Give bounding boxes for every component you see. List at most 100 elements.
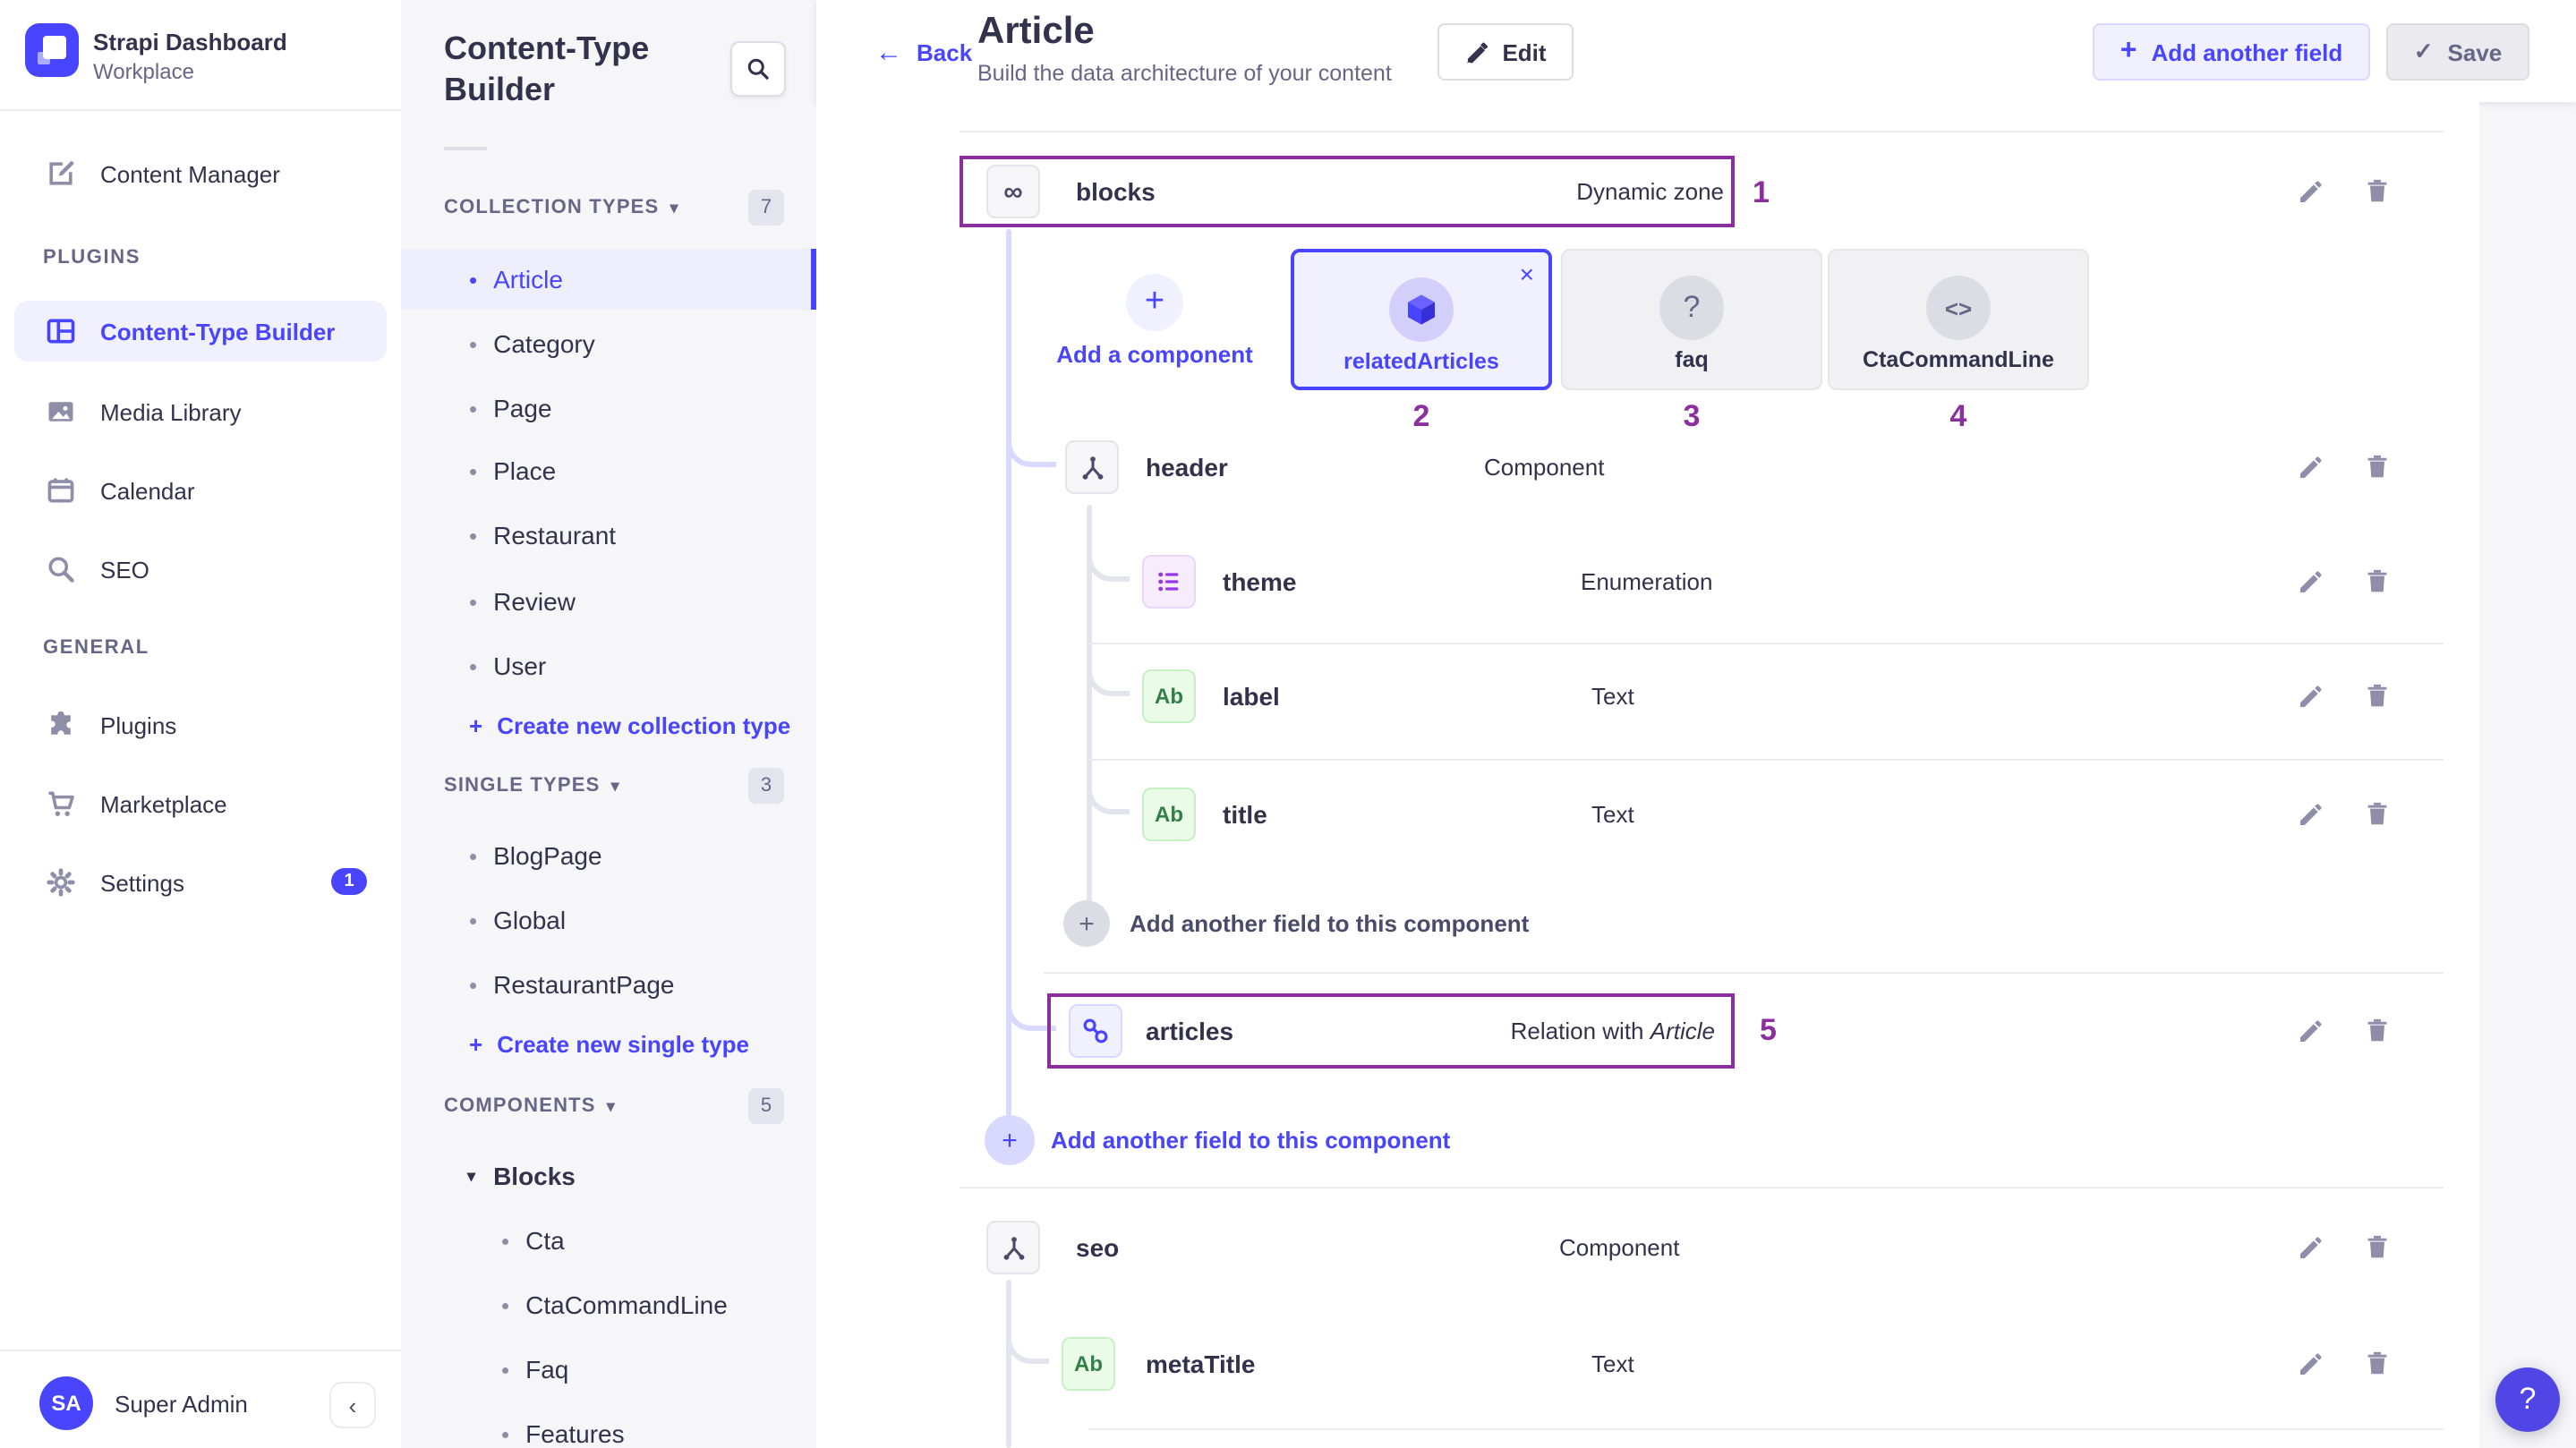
components-header[interactable]: COMPONENTS ▾ (444, 1095, 616, 1117)
field-name-theme: theme (1223, 567, 1297, 596)
component-card-relatedarticles[interactable]: × relatedArticles (1291, 249, 1552, 390)
ab-glyph: Ab (1155, 802, 1183, 827)
bullet-icon: • (469, 588, 478, 615)
divider (1088, 1428, 2444, 1430)
dynamic-zone-icon: ∞ (986, 165, 1040, 218)
sidebar-item-media-library[interactable]: Media Library (14, 385, 387, 439)
sidebar-item-seo[interactable]: SEO (14, 542, 387, 596)
subnav-item-category[interactable]: • Category (401, 322, 816, 365)
back-link[interactable]: ← Back (875, 38, 972, 68)
infinity-glyph: ∞ (1003, 176, 1023, 207)
divider (1088, 759, 2444, 761)
delete-field-icon[interactable] (2363, 1017, 2392, 1045)
magnifier-icon (43, 551, 79, 587)
picture-icon (43, 394, 79, 430)
subnav-item-restaurant[interactable]: • Restaurant (401, 514, 816, 557)
bullet-icon: • (469, 522, 478, 549)
strapi-logo-icon[interactable] (25, 23, 79, 77)
subnav-item-article[interactable]: • Article (401, 249, 816, 310)
page-subtitle: Build the data architecture of your cont… (977, 61, 1392, 86)
divider (1088, 643, 2444, 644)
edit-field-icon[interactable] (2297, 1233, 2325, 1262)
edit-field-icon[interactable] (2297, 1017, 2325, 1045)
tree-elbow (1006, 428, 1056, 467)
delete-field-icon[interactable] (2363, 177, 2392, 206)
annotation-5: 5 (1760, 1013, 1777, 1047)
page-title: Article (977, 11, 1095, 52)
create-collection-type-link[interactable]: + Create new collection type (469, 712, 790, 739)
subnav-item-restaurantpage[interactable]: • RestaurantPage (401, 963, 816, 1006)
delete-field-icon[interactable] (2363, 1350, 2392, 1378)
section-label: COMPONENTS (444, 1095, 596, 1117)
help-button[interactable]: ? (2495, 1367, 2560, 1432)
component-card-ctacommandline[interactable]: <> CtaCommandLine (1828, 249, 2089, 390)
collection-types-count: 7 (748, 190, 784, 226)
subnav-item-features[interactable]: • Features (401, 1412, 816, 1448)
close-icon[interactable]: × (1519, 260, 1534, 288)
sidebar-item-marketplace[interactable]: Marketplace (14, 777, 387, 830)
plus-icon: + (469, 712, 483, 739)
collapse-sidebar-button[interactable]: ‹ (329, 1382, 376, 1428)
subnav-item-blogpage[interactable]: • BlogPage (401, 834, 816, 877)
delete-field-icon[interactable] (2363, 1233, 2392, 1262)
edit-field-icon[interactable] (2297, 453, 2325, 481)
components-count: 5 (748, 1088, 784, 1124)
search-button[interactable] (730, 41, 786, 97)
text-field-icon: Ab (1142, 788, 1196, 841)
bullet-icon: • (469, 266, 478, 293)
add-another-field-button[interactable]: + Add another field (2093, 23, 2370, 81)
delete-field-icon[interactable] (2363, 682, 2392, 711)
tree-line (1087, 505, 1092, 907)
add-field-dynamic-zone-button[interactable]: + (985, 1115, 1035, 1165)
sidebar-item-content-type-builder[interactable]: Content-Type Builder (14, 301, 387, 362)
delete-field-icon[interactable] (2363, 800, 2392, 829)
sidebar-item-settings[interactable]: Settings (14, 856, 387, 909)
question-glyph: ? (1683, 290, 1701, 324)
chevron-down-icon: ▾ (606, 1096, 616, 1114)
field-name-label: label (1223, 682, 1280, 711)
fields-list-panel: ∞ blocks Dynamic zone 1 + Add a componen… (816, 102, 2479, 1448)
active-indicator (811, 249, 816, 310)
back-label: Back (917, 39, 973, 66)
subnav-item-label: Cta (525, 1226, 565, 1255)
edit-button[interactable]: Edit (1437, 23, 1574, 81)
subnav-item-page[interactable]: • Page (401, 387, 816, 430)
edit-field-icon[interactable] (2297, 1350, 2325, 1378)
sidebar-item-content-manager[interactable]: Content Manager (14, 147, 387, 200)
field-type-articles: Relation with Article (1393, 1018, 1715, 1044)
add-field-component-button[interactable]: + (1063, 900, 1110, 947)
collection-types-header[interactable]: COLLECTION TYPES ▾ (444, 197, 679, 218)
plugins-section-label: PLUGINS (43, 247, 141, 268)
edit-field-icon[interactable] (2297, 682, 2325, 711)
link-label: Create new collection type (497, 712, 791, 739)
edit-field-icon[interactable] (2297, 800, 2325, 829)
field-type-header: Component (1484, 454, 1605, 481)
subnav-item-review[interactable]: • Review (401, 580, 816, 623)
edit-field-icon[interactable] (2297, 177, 2325, 206)
avatar[interactable]: SA (39, 1376, 93, 1430)
subnav-item-place[interactable]: • Place (401, 449, 816, 492)
subnav-item-global[interactable]: • Global (401, 899, 816, 941)
tree-elbow (1006, 1324, 1049, 1364)
add-component-button[interactable]: + (1126, 274, 1183, 331)
sidebar-item-calendar[interactable]: Calendar (14, 464, 387, 517)
subnav-item-cta[interactable]: • Cta (401, 1219, 816, 1262)
subnav-item-user[interactable]: • User (401, 644, 816, 687)
delete-field-icon[interactable] (2363, 567, 2392, 596)
tree-elbow (1087, 542, 1130, 582)
subnav-item-ctacommandline[interactable]: • CtaCommandLine (401, 1283, 816, 1326)
single-types-header[interactable]: SINGLE TYPES ▾ (444, 775, 620, 796)
subnav-item-faq[interactable]: • Faq (401, 1348, 816, 1391)
component-group-blocks[interactable]: ▾ Blocks (401, 1154, 816, 1197)
create-single-type-link[interactable]: + Create new single type (469, 1031, 749, 1058)
component-card-label: CtaCommandLine (1863, 347, 2054, 372)
subnav-item-label: Category (493, 329, 595, 358)
relation-type-target: Article (1650, 1018, 1715, 1044)
component-card-faq[interactable]: ? faq (1561, 249, 1822, 390)
delete-field-icon[interactable] (2363, 453, 2392, 481)
edit-field-icon[interactable] (2297, 567, 2325, 596)
save-button[interactable]: ✓ Save (2386, 23, 2529, 81)
field-name-title: title (1223, 800, 1267, 829)
pencil-icon (1467, 41, 1488, 63)
sidebar-item-plugins[interactable]: Plugins (14, 698, 387, 752)
